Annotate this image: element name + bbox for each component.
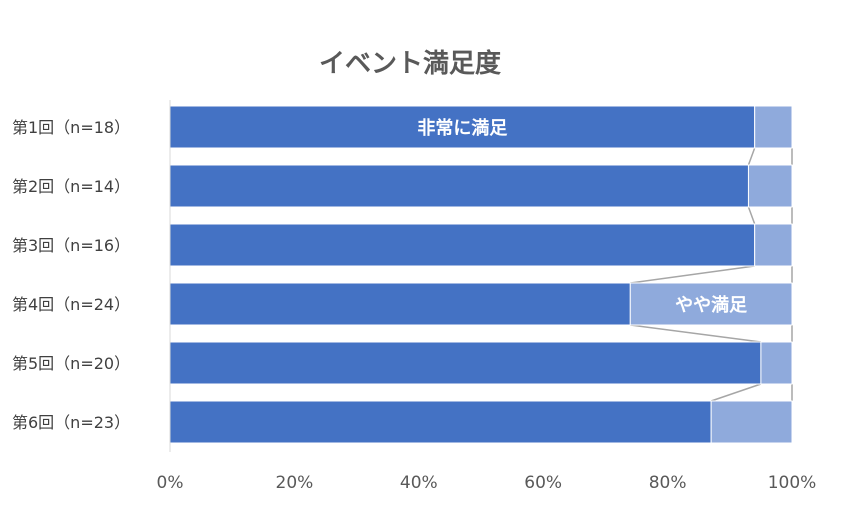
category-label: 第4回（n=24） <box>12 295 130 314</box>
bar-segment <box>169 282 631 326</box>
category-label: 第3回（n=16） <box>12 236 130 255</box>
series-line <box>630 265 755 284</box>
x-tick-label: 40% <box>400 473 438 493</box>
x-tick-label: 20% <box>276 473 314 493</box>
series-line <box>747 147 756 166</box>
bar-segment <box>169 164 749 208</box>
x-tick-labels: 0% 20% 40% 60% 80% 100% <box>157 473 817 493</box>
series-label: 非常に満足 <box>417 117 507 139</box>
bar-segment <box>169 341 762 385</box>
bar-segment <box>760 341 793 385</box>
x-tick-label: 0% <box>157 473 184 493</box>
chart-title: イベント満足度 <box>319 48 501 79</box>
series-label: やや満足 <box>675 294 747 316</box>
series-lines <box>630 147 793 402</box>
x-tick-label: 60% <box>524 473 562 493</box>
bar-segment <box>754 223 793 267</box>
bar-segment <box>754 105 793 149</box>
x-tick-label: 80% <box>649 473 687 493</box>
bar-segment <box>169 223 756 267</box>
x-tick-label: 100% <box>768 473 817 493</box>
category-label: 第6回（n=23） <box>12 413 130 432</box>
bar-segment <box>747 164 793 208</box>
category-labels: 第1回（n=18） 第2回（n=14） 第3回（n=16） 第4回（n=24） 第5回（… <box>12 118 130 432</box>
bars <box>169 105 793 444</box>
category-label: 第2回（n=14） <box>12 177 130 196</box>
bar-segment <box>169 400 712 444</box>
category-label: 第5回（n=20） <box>12 354 130 373</box>
category-label: 第1回（n=18） <box>12 118 130 137</box>
bar-segment <box>629 282 793 326</box>
series-line <box>630 324 761 343</box>
series-line <box>710 383 762 402</box>
series-line <box>747 206 756 225</box>
bar-segment <box>710 400 793 444</box>
